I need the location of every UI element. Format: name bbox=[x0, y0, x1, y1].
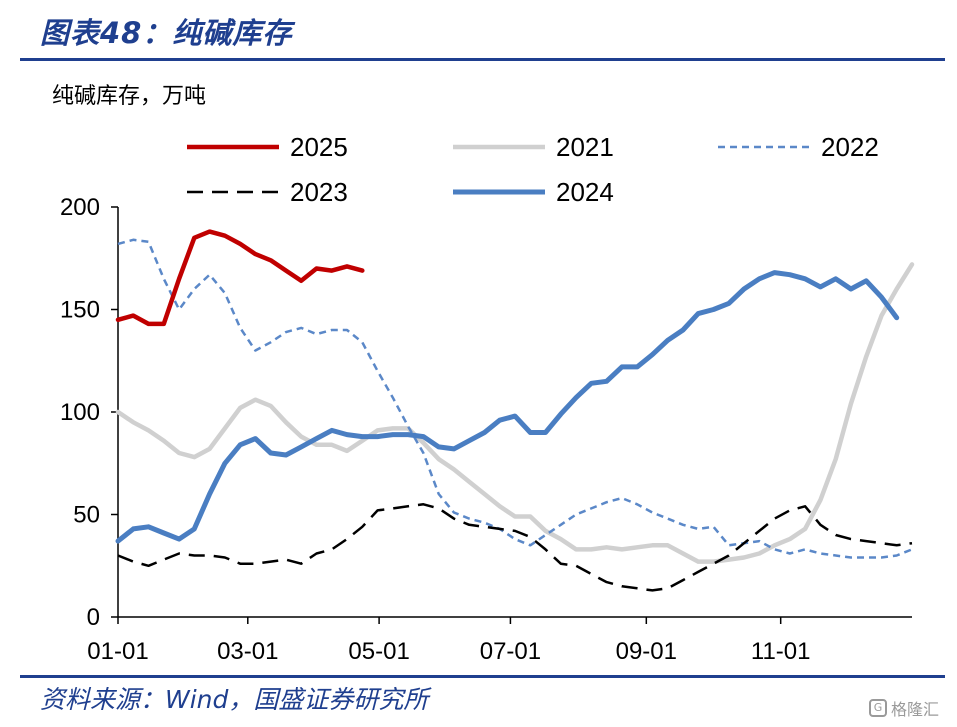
title-divider bbox=[20, 58, 945, 61]
x-tick-label: 09-01 bbox=[616, 638, 677, 665]
source-note: 资料来源：Wind，国盛证券研究所 bbox=[40, 685, 429, 714]
legend-label-2025: 2025 bbox=[290, 132, 348, 162]
legend-label-2024: 2024 bbox=[556, 177, 614, 207]
x-tick-label: 03-01 bbox=[217, 638, 278, 665]
x-tick-label: 11-01 bbox=[751, 638, 811, 665]
y-tick-label: 200 bbox=[60, 194, 100, 221]
chart-legend: 2025 2021 2022 2023 2024 bbox=[187, 132, 879, 207]
unit-label: 纯碱库存，万吨 bbox=[52, 84, 206, 109]
y-tick-label: 0 bbox=[87, 604, 100, 631]
series-line-2023 bbox=[117, 503, 913, 592]
series-line-2025 bbox=[115, 229, 365, 327]
x-tick-label: 05-01 bbox=[348, 638, 409, 665]
x-tick-label: 01-01 bbox=[87, 638, 148, 665]
y-tick-label: 50 bbox=[73, 502, 100, 529]
watermark: G 格隆汇 bbox=[868, 696, 939, 720]
footer-divider bbox=[20, 675, 945, 678]
figure-title: 图表48：纯碱库存 bbox=[40, 16, 293, 50]
y-tick-label: 150 bbox=[60, 297, 100, 324]
series-line-2021 bbox=[115, 262, 915, 564]
watermark-label: 格隆汇 bbox=[890, 700, 939, 719]
y-tick-label: 100 bbox=[60, 399, 100, 426]
legend-label-2022: 2022 bbox=[821, 132, 879, 162]
chart-axes: 0 50 100 150 200 01-01 03-01 05-01 07-01 09-01 11-… bbox=[60, 194, 912, 665]
x-tick-label: 07-01 bbox=[480, 638, 541, 665]
series-line-2024 bbox=[115, 270, 900, 544]
series-line-2022 bbox=[117, 238, 913, 559]
legend-label-2021: 2021 bbox=[556, 132, 614, 162]
legend-label-2023: 2023 bbox=[290, 177, 348, 207]
chart-series bbox=[115, 229, 915, 592]
g-logo-icon: G bbox=[868, 699, 887, 717]
